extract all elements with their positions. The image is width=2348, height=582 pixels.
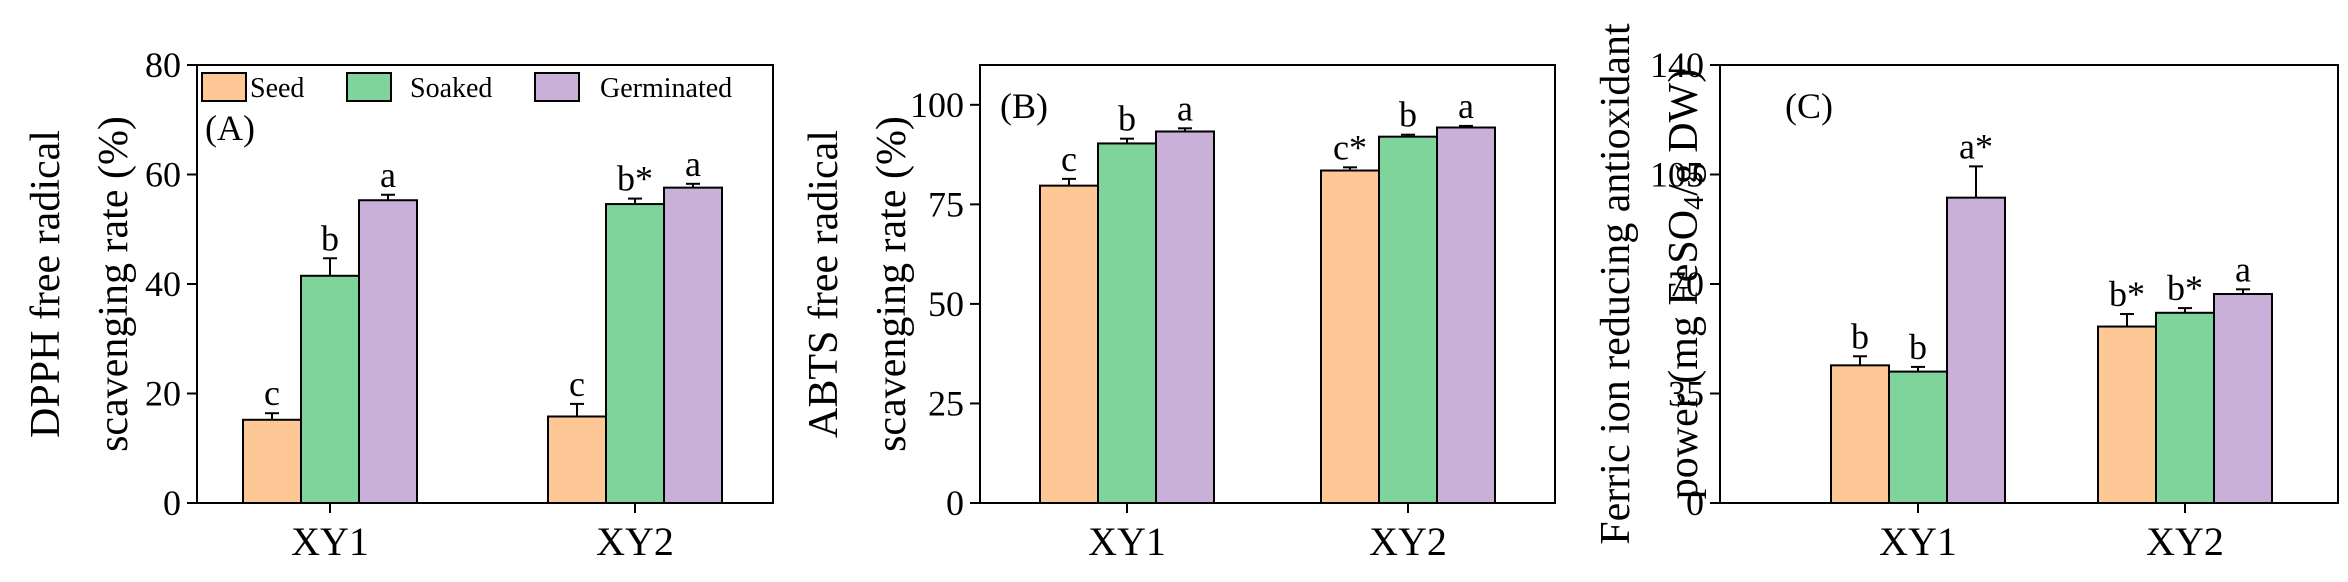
chart-panel-1: 0 20 40 60 80 XY1 XY2 c c b b* a a (A) DPPH free radic… [23, 45, 774, 564]
significance-label: a [1177, 88, 1193, 128]
x-tick-label: XY2 [1369, 519, 1447, 564]
y-axis-label-line1: Ferric ion reducing antioxidant [1593, 23, 1639, 545]
y-tick-label: 0 [1686, 483, 1704, 523]
y-axis-label-line2: scavenging rate (%) [91, 116, 137, 452]
bar-germinated [358, 199, 418, 504]
significance-label: b [1118, 99, 1136, 139]
significance-label: a [2235, 249, 2251, 289]
y-tick-label: 140 [1650, 45, 1704, 85]
bar-soaked [1097, 142, 1157, 505]
significance-label: b [321, 218, 339, 258]
y-tick-label: 70 [1668, 264, 1704, 304]
x-tick-label: XY1 [1088, 519, 1166, 564]
y-tick-label: 0 [946, 483, 964, 523]
significance-label: a [380, 155, 396, 195]
y-tick-label: 60 [145, 155, 181, 195]
y-tick-label: 80 [145, 45, 181, 85]
bar-seed [2097, 325, 2157, 505]
bar-germinated [1946, 196, 2006, 504]
bar-germinated [663, 186, 723, 504]
significance-label: b [1399, 95, 1417, 135]
legend-label-soaked: Soaked [410, 73, 492, 104]
significance-label: a [1458, 86, 1474, 126]
y-tick-label: 20 [145, 374, 181, 414]
y-axis-label-line1: DPPH free radical [23, 130, 69, 438]
y-axis-label-subscript: 4 [1679, 196, 1710, 210]
bar-germinated [2213, 293, 2273, 504]
significance-label: b [1909, 327, 1927, 367]
significance-label: c [569, 364, 585, 404]
y-axis-label-line2: power (mg FeSO4/g DW) [1661, 69, 1710, 499]
panel-label: (B) [1000, 86, 1048, 126]
bar-seed [242, 418, 302, 504]
y-tick-label: 35 [1668, 374, 1704, 414]
chart-panel-3: 0 35 70 105 140 XY1 XY2 b b* b b* a* a (C) Ferric ion … [1593, 23, 2339, 564]
significance-label: c [264, 373, 280, 413]
y-tick-label: 0 [163, 483, 181, 523]
panel-label: (C) [1785, 86, 1833, 126]
y-tick-label: 75 [928, 184, 964, 224]
y-axis-label-line1: ABTS free radical [801, 130, 847, 438]
x-tick-label: XY1 [291, 519, 369, 564]
chart-panel-2: 0 25 50 75 100 XY1 XY2 c c* b b a a (B) ABTS free radi… [801, 64, 1556, 564]
significance-label: b* [2109, 274, 2145, 314]
y-tick-label: 100 [910, 85, 964, 125]
bar-seed [547, 415, 607, 504]
x-tick-label: XY2 [596, 519, 674, 564]
panel-label: (A) [205, 108, 255, 148]
x-tick-label: XY1 [1879, 519, 1957, 564]
significance-label: c* [1333, 127, 1367, 167]
bar-seed [1320, 169, 1380, 504]
significance-label: a [685, 144, 701, 184]
y-tick-label: 25 [928, 383, 964, 423]
legend-swatch-seed [201, 72, 247, 102]
bar-soaked [605, 203, 665, 504]
bar-germinated [1436, 126, 1496, 504]
legend-label-seed: Seed [250, 73, 304, 104]
significance-label: c [1061, 139, 1077, 179]
bar-soaked [300, 274, 360, 504]
legend-swatch-soaked [346, 72, 392, 102]
bar-soaked [1378, 135, 1438, 504]
significance-label: b* [2167, 268, 2203, 308]
bar-seed [1039, 184, 1099, 505]
bar-germinated [1155, 130, 1215, 504]
legend-swatch-germinated [534, 72, 580, 102]
bar-seed [1830, 364, 1890, 505]
y-tick-label: 105 [1650, 155, 1704, 195]
y-tick-label: 50 [928, 284, 964, 324]
legend-label-germinated: Germinated [600, 73, 732, 104]
significance-label: a* [1959, 126, 1993, 166]
x-tick-label: XY2 [2146, 519, 2224, 564]
bar-soaked [2155, 311, 2215, 505]
plot-frame [979, 64, 1556, 504]
y-axis-label-line2: scavenging rate (%) [869, 116, 915, 452]
y-tick-label: 40 [145, 264, 181, 304]
legend: Seed Soaked Germinated [201, 72, 732, 104]
significance-label: b [1851, 316, 1869, 356]
bar-soaked [1888, 370, 1948, 504]
significance-label: b* [617, 159, 653, 199]
